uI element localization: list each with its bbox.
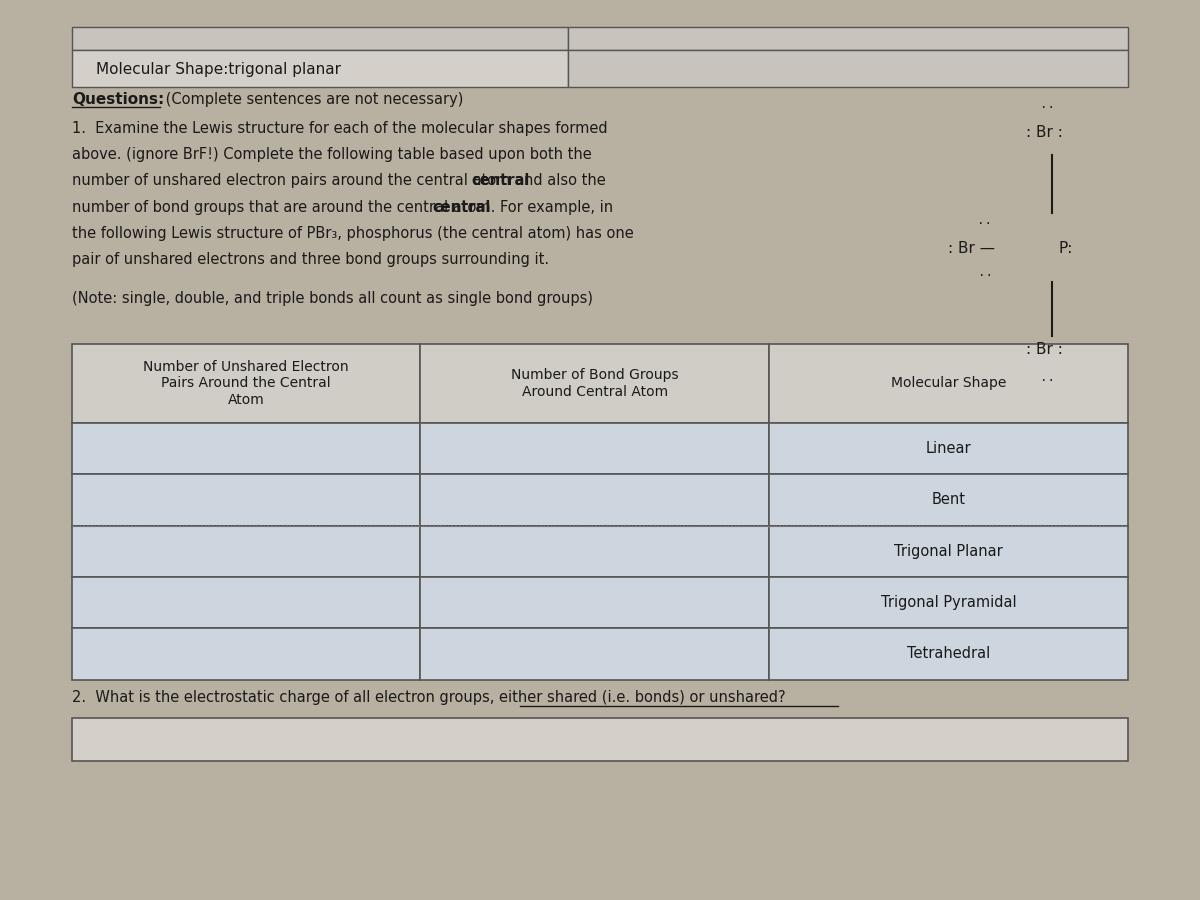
Text: Trigonal Planar: Trigonal Planar: [894, 544, 1003, 559]
Text: Tetrahedral: Tetrahedral: [907, 646, 990, 662]
Text: Trigonal Pyramidal: Trigonal Pyramidal: [881, 595, 1016, 610]
Text: the following Lewis structure of PBr₃, phosphorus (the central atom) has one: the following Lewis structure of PBr₃, p…: [72, 226, 634, 240]
Text: number of unshared electron pairs around the central atom and also the: number of unshared electron pairs around…: [72, 174, 606, 188]
Text: P:: P:: [1058, 241, 1073, 256]
Text: ..: ..: [978, 266, 994, 279]
Text: 2.  What is the electrostatic charge of all electron groups, either shared (i.e.: 2. What is the electrostatic charge of a…: [72, 690, 786, 705]
Text: Number of Unshared Electron
Pairs Around the Central
Atom: Number of Unshared Electron Pairs Around…: [144, 360, 349, 407]
Text: number of bond groups that are around the central atom. For example, in: number of bond groups that are around th…: [72, 200, 613, 214]
Text: central: central: [472, 174, 530, 188]
Text: Questions:: Questions:: [72, 92, 164, 106]
Text: ..: ..: [977, 214, 992, 227]
Text: : Br :: : Br :: [1026, 342, 1063, 356]
Text: (Complete sentences are not necessary): (Complete sentences are not necessary): [161, 92, 463, 106]
Text: pair of unshared electrons and three bond groups surrounding it.: pair of unshared electrons and three bon…: [72, 252, 550, 266]
Text: Number of Bond Groups
Around Central Atom: Number of Bond Groups Around Central Ato…: [511, 368, 678, 399]
Text: : Br —: : Br —: [948, 241, 995, 256]
Text: ..: ..: [1040, 371, 1056, 383]
Text: Linear: Linear: [925, 441, 971, 456]
Text: above. (ignore BrF!) Complete the following table based upon both the: above. (ignore BrF!) Complete the follow…: [72, 148, 592, 162]
Text: 1.  Examine the Lewis structure for each of the molecular shapes formed: 1. Examine the Lewis structure for each …: [72, 122, 607, 136]
Text: ..: ..: [1040, 98, 1056, 111]
Text: central: central: [432, 200, 491, 214]
Text: Molecular Shape: Molecular Shape: [890, 376, 1006, 391]
Text: : Br :: : Br :: [1026, 125, 1063, 140]
Text: Bent: Bent: [931, 492, 966, 508]
Text: (Note: single, double, and triple bonds all count as single bond groups): (Note: single, double, and triple bonds …: [72, 292, 593, 306]
Text: Molecular Shape:trigonal planar: Molecular Shape:trigonal planar: [96, 62, 341, 77]
